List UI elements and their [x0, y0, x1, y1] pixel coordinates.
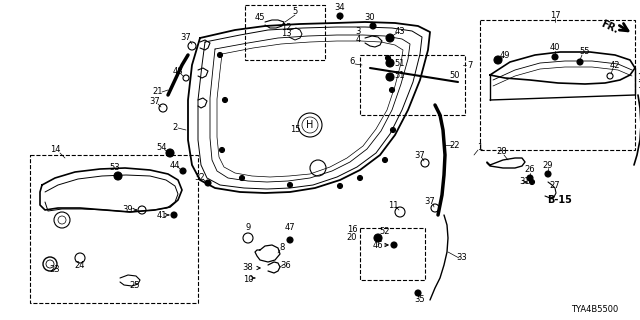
Circle shape: [166, 149, 174, 157]
Text: 28: 28: [497, 148, 508, 156]
Circle shape: [383, 157, 387, 163]
Circle shape: [577, 59, 583, 65]
Text: 47: 47: [285, 223, 295, 233]
Text: 20: 20: [347, 234, 357, 243]
Text: H: H: [307, 120, 314, 130]
Text: 53: 53: [109, 164, 120, 172]
Circle shape: [220, 148, 225, 153]
Circle shape: [337, 13, 343, 19]
Circle shape: [218, 52, 223, 58]
Circle shape: [527, 175, 533, 181]
Text: 17: 17: [550, 11, 560, 20]
Text: 48: 48: [173, 68, 183, 76]
Text: 45: 45: [255, 13, 265, 22]
Circle shape: [385, 55, 390, 60]
Text: 30: 30: [365, 13, 375, 22]
Circle shape: [545, 171, 551, 177]
Text: 41: 41: [157, 211, 167, 220]
Circle shape: [552, 54, 558, 60]
Circle shape: [390, 127, 396, 132]
Text: TYA4B5500: TYA4B5500: [572, 306, 619, 315]
Circle shape: [391, 242, 397, 248]
Text: 23: 23: [50, 266, 60, 275]
Text: 4: 4: [355, 36, 360, 44]
Text: 38: 38: [243, 263, 253, 273]
Text: 44: 44: [170, 161, 180, 170]
Text: 2: 2: [172, 124, 178, 132]
Text: 16: 16: [347, 226, 357, 235]
Text: 37: 37: [150, 98, 161, 107]
Text: 13: 13: [281, 29, 291, 38]
Text: 37: 37: [180, 34, 191, 43]
Text: 42: 42: [610, 60, 620, 69]
Text: 3: 3: [355, 28, 361, 36]
Circle shape: [370, 23, 376, 29]
Circle shape: [337, 183, 342, 188]
Text: FR.: FR.: [600, 19, 620, 35]
Text: 51: 51: [395, 70, 405, 79]
Text: 24: 24: [75, 260, 85, 269]
Text: 10: 10: [243, 276, 253, 284]
Text: B-15: B-15: [548, 195, 572, 205]
Text: 37: 37: [424, 197, 435, 206]
Circle shape: [287, 182, 292, 188]
Circle shape: [386, 59, 394, 67]
Text: 29: 29: [543, 161, 553, 170]
Circle shape: [386, 73, 394, 81]
Text: 50: 50: [450, 70, 460, 79]
Circle shape: [494, 56, 502, 64]
Text: 37: 37: [415, 150, 426, 159]
Text: 9: 9: [245, 223, 251, 233]
Text: 36: 36: [280, 260, 291, 269]
Text: 51: 51: [395, 59, 405, 68]
Circle shape: [223, 98, 227, 102]
Text: 32: 32: [195, 173, 205, 182]
Text: 7: 7: [467, 60, 473, 69]
Text: 19: 19: [637, 81, 640, 90]
Circle shape: [287, 237, 293, 243]
Circle shape: [374, 234, 382, 242]
Circle shape: [205, 180, 211, 186]
Circle shape: [386, 34, 394, 42]
Text: 34: 34: [335, 4, 346, 12]
Text: 35: 35: [415, 295, 426, 305]
Text: 8: 8: [279, 244, 285, 252]
Text: 52: 52: [380, 228, 390, 236]
Text: 43: 43: [395, 28, 405, 36]
Text: 46: 46: [372, 241, 383, 250]
Text: 18: 18: [637, 74, 640, 83]
Circle shape: [171, 212, 177, 218]
Text: 14: 14: [50, 146, 60, 155]
Text: 25: 25: [130, 281, 140, 290]
Circle shape: [358, 175, 362, 180]
Circle shape: [180, 168, 186, 174]
Text: 55: 55: [580, 47, 590, 57]
Text: 6: 6: [349, 58, 355, 67]
Circle shape: [415, 290, 421, 296]
Text: 54: 54: [157, 143, 167, 153]
Text: 5: 5: [292, 7, 298, 17]
Circle shape: [114, 172, 122, 180]
Text: 33: 33: [456, 253, 467, 262]
Text: 12: 12: [281, 23, 291, 33]
Circle shape: [529, 180, 534, 185]
Text: 22: 22: [450, 140, 460, 149]
Text: 40: 40: [550, 44, 560, 52]
Circle shape: [390, 87, 394, 92]
Text: 11: 11: [388, 201, 398, 210]
Text: 21: 21: [153, 87, 163, 97]
Text: 31: 31: [520, 178, 531, 187]
Text: 49: 49: [500, 51, 510, 60]
Text: 39: 39: [123, 205, 133, 214]
Circle shape: [239, 175, 244, 180]
Text: 27: 27: [550, 180, 560, 189]
Text: 26: 26: [525, 165, 535, 174]
Text: 1: 1: [477, 143, 483, 153]
Text: 15: 15: [290, 125, 300, 134]
